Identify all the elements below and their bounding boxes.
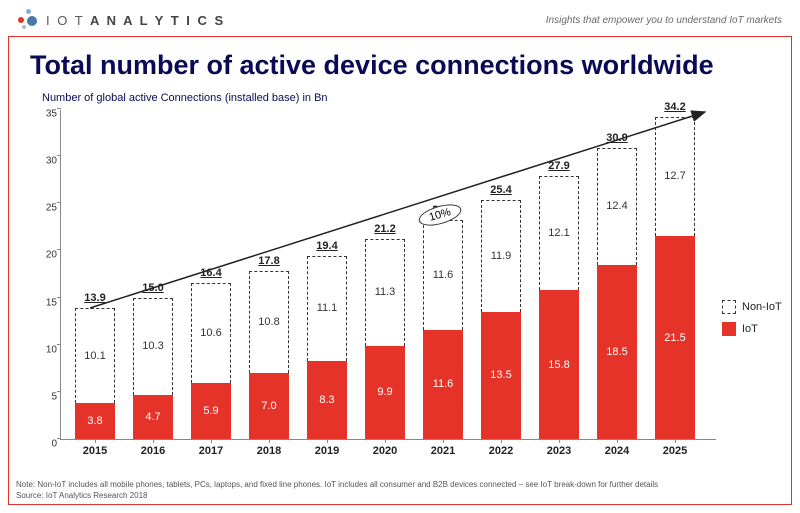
legend: Non-IoT IoT — [722, 300, 788, 344]
chart-title: Total number of active device connection… — [30, 50, 714, 81]
brand-name: I O T A N A L Y T I C S — [46, 13, 225, 28]
value-noniot: 12.7 — [655, 170, 695, 182]
value-noniot: 10.3 — [133, 340, 173, 352]
value-iot: 8.3 — [307, 394, 347, 406]
value-total: 34.2 — [655, 101, 695, 113]
x-tick-label: 2023 — [539, 445, 579, 457]
y-tick-label: 15 — [41, 297, 57, 308]
brand-tagline: Insights that empower you to understand … — [546, 15, 782, 26]
chart-subtitle: Number of global active Connections (ins… — [42, 92, 328, 104]
y-tick-label: 35 — [41, 109, 57, 120]
x-tick-label: 2016 — [133, 445, 173, 457]
x-tick-label: 2022 — [481, 445, 521, 457]
value-iot: 9.9 — [365, 386, 405, 398]
bar-2018: 7.010.817.82018 — [249, 109, 289, 439]
value-total: 27.9 — [539, 160, 579, 172]
value-noniot: 12.1 — [539, 227, 579, 239]
bar-2016: 4.710.315.02016 — [133, 109, 173, 439]
bar-2015: 3.810.113.92015 — [75, 109, 115, 439]
x-tick-label: 2019 — [307, 445, 347, 457]
value-noniot: 10.6 — [191, 327, 231, 339]
value-iot: 4.7 — [133, 411, 173, 423]
value-iot: 13.5 — [481, 369, 521, 381]
value-noniot: 11.6 — [423, 269, 463, 281]
footer-notes: Note: Non-IoT includes all mobile phones… — [16, 480, 658, 501]
bar-2023: 15.812.127.92023 — [539, 109, 579, 439]
value-noniot: 12.4 — [597, 200, 637, 212]
value-iot: 21.5 — [655, 332, 695, 344]
source: Source: IoT Analytics Research 2018 — [16, 491, 658, 501]
value-total: 16.4 — [191, 267, 231, 279]
footnote: Note: Non-IoT includes all mobile phones… — [16, 480, 658, 490]
bar-2025: 21.512.734.22025 — [655, 109, 695, 439]
x-tick-label: 2024 — [597, 445, 637, 457]
y-tick-label: 30 — [41, 156, 57, 167]
header: I O T A N A L Y T I C S Insights that em… — [18, 6, 782, 34]
value-total: 13.9 — [75, 292, 115, 304]
value-total: 25.4 — [481, 184, 521, 196]
legend-iot: IoT — [722, 322, 788, 336]
bar-2019: 8.311.119.42019 — [307, 109, 347, 439]
value-total: 15.0 — [133, 282, 173, 294]
bar-2017: 5.910.616.42017 — [191, 109, 231, 439]
value-noniot: 10.1 — [75, 350, 115, 362]
bar-2021: 11.611.623.22021 — [423, 109, 463, 439]
value-noniot: 11.1 — [307, 302, 347, 314]
x-tick-label: 2017 — [191, 445, 231, 457]
value-iot: 7.0 — [249, 400, 289, 412]
brand-logo: I O T A N A L Y T I C S — [18, 9, 225, 31]
x-tick-label: 2015 — [75, 445, 115, 457]
bar-2020: 9.911.321.22020 — [365, 109, 405, 439]
value-noniot: 10.8 — [249, 316, 289, 328]
page: { "brand": { "name_light": "I O T", "nam… — [0, 0, 800, 513]
swatch-iot-icon — [722, 322, 736, 336]
legend-noniot: Non-IoT — [722, 300, 788, 314]
value-total: 30.9 — [597, 132, 637, 144]
value-iot: 5.9 — [191, 405, 231, 417]
x-tick-label: 2025 — [655, 445, 695, 457]
bar-2024: 18.512.430.92024 — [597, 109, 637, 439]
x-tick-label: 2021 — [423, 445, 463, 457]
value-total: 21.2 — [365, 223, 405, 235]
y-tick-label: 0 — [41, 439, 57, 450]
value-noniot: 11.9 — [481, 250, 521, 262]
y-tick-label: 25 — [41, 203, 57, 214]
y-tick-label: 20 — [41, 250, 57, 261]
x-tick-label: 2020 — [365, 445, 405, 457]
logo-mark-icon — [18, 9, 40, 31]
value-total: 17.8 — [249, 255, 289, 267]
y-tick-label: 5 — [41, 391, 57, 402]
bar-2022: 13.511.925.42022 — [481, 109, 521, 439]
swatch-noniot-icon — [722, 300, 736, 314]
value-total: 19.4 — [307, 240, 347, 252]
plot-area: 051015202530353.810.113.920154.710.315.0… — [60, 110, 716, 440]
value-noniot: 11.3 — [365, 286, 405, 298]
value-iot: 15.8 — [539, 359, 579, 371]
value-iot: 11.6 — [423, 378, 463, 390]
value-iot: 3.8 — [75, 415, 115, 427]
x-tick-label: 2018 — [249, 445, 289, 457]
bar-chart: 051015202530353.810.113.920154.710.315.0… — [38, 104, 718, 464]
y-tick-label: 10 — [41, 344, 57, 355]
value-total: 23.2 — [423, 204, 463, 216]
value-iot: 18.5 — [597, 346, 637, 358]
